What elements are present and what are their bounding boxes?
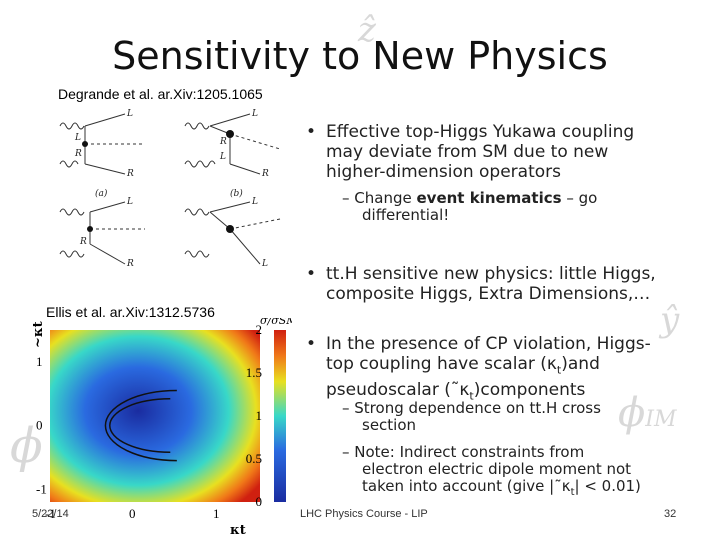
bullet-marker: •: [306, 122, 317, 142]
bullet-marker: •: [306, 334, 317, 354]
colorbar-tick-label: 2: [256, 322, 263, 337]
gluon-line: [59, 160, 79, 168]
fermion-line: [84, 163, 126, 175]
footer-course: LHC Physics Course - LIP: [300, 508, 428, 520]
fermion-line: [84, 113, 126, 127]
gluon-line: [184, 160, 216, 168]
x-tick-label: -1: [45, 506, 56, 521]
fermion-line: [89, 201, 126, 213]
bullet-text: Effective top-Higgs Yukawa coupling may …: [326, 122, 635, 182]
colorbar-tick-label: 0.5: [246, 451, 262, 466]
bullet-marker: •: [306, 264, 317, 284]
x-tick-label: 1: [213, 506, 220, 521]
gluon-line: [59, 250, 85, 258]
colorbar: [274, 330, 286, 502]
y-tick-label: 1: [36, 354, 43, 369]
gluon-line: [184, 208, 210, 216]
watermark-phi-left-icon: ϕ: [10, 418, 43, 474]
watermark-z-hat-icon: ẑ: [358, 10, 376, 50]
footer-page-number: 32: [664, 508, 677, 520]
y-axis-label: ~κt: [31, 321, 46, 348]
gluon-line: [184, 122, 210, 130]
diagram-label-R: R: [79, 237, 87, 247]
contour-line-2: [108, 398, 171, 454]
diagram-label-L: L: [219, 152, 226, 162]
subbullet-cross-section: – Strong dependence on tt.H cross sectio…: [342, 399, 601, 434]
vertex-dot: [82, 141, 88, 147]
colorbar-tick-label: 1.5: [246, 365, 262, 380]
diagram-label-R: R: [126, 169, 134, 179]
y-tick-label: -1: [36, 481, 47, 496]
subbullet-note: – Note: Indirect constraints from electr…: [342, 443, 641, 499]
diagram-label-b: (b): [230, 188, 243, 199]
fermion-line: [89, 243, 126, 265]
ellis-reference: Ellis et al. ar.Xiv:1312.5736: [46, 304, 215, 320]
higgs-line: [229, 133, 281, 150]
gluon-line: [59, 122, 85, 130]
diagram-label-a: (a): [95, 188, 108, 199]
gluon-line: [59, 208, 85, 216]
bullet-text: tt.H sensitive new physics: little Higgs…: [326, 264, 656, 304]
x-tick-label: 0: [129, 506, 136, 521]
diagram-label-L: L: [251, 197, 258, 207]
bullet-text: In the presence of CP violation, Higgs- …: [326, 334, 651, 403]
diagram-label-R: R: [261, 169, 269, 179]
colorbar-tick-label: 0: [256, 494, 263, 509]
subbullet-kinematics: – Change event kinematics – go different…: [342, 189, 598, 224]
footer-date: 5/22/14: [32, 508, 69, 520]
gluon-line: [184, 250, 210, 258]
heatmap-area: [50, 330, 260, 502]
diagram-label-L: L: [126, 197, 133, 207]
kappa-heatmap-chart: -1 0 1 -1 0 1 0 0.5 1 1.5 2 κt ~κt σ/σSM: [31, 318, 292, 538]
fermion-line: [229, 228, 261, 265]
watermark-phi-im-icon: ϕIM: [618, 390, 677, 436]
y-tick-label: 0: [36, 418, 43, 433]
diagram-label-L: L: [261, 259, 268, 269]
diagram-label-R: R: [126, 259, 134, 269]
higgs-line: [229, 218, 281, 230]
diagram-label-R: R: [219, 137, 227, 147]
x-axis-label: κt: [230, 523, 246, 538]
slide-title: Sensitivity to New Physics: [112, 34, 608, 78]
degrande-reference: Degrande et al. ar.Xiv:1205.1065: [58, 86, 263, 102]
colorbar-label: σ/σSM: [260, 318, 292, 327]
diagram-label-L: L: [74, 133, 81, 143]
contour-line-1: [104, 389, 177, 462]
feynman-diagrams: L L R R (a) L R L R (b) L R R L L: [59, 109, 281, 269]
diagram-label-L: L: [126, 109, 133, 119]
watermark-y-hat-icon: ŷ: [660, 300, 680, 340]
colorbar-tick-label: 1: [256, 408, 263, 423]
fermion-line: [229, 163, 261, 175]
diagram-label-L: L: [251, 109, 258, 119]
vertex-dot: [226, 130, 234, 138]
vertex-dot: [87, 226, 93, 232]
fermion-line: [209, 113, 251, 127]
fermion-line: [209, 201, 251, 213]
vertex-dot: [226, 225, 234, 233]
fermion-line: [209, 211, 231, 230]
diagram-label-R: R: [74, 149, 82, 159]
